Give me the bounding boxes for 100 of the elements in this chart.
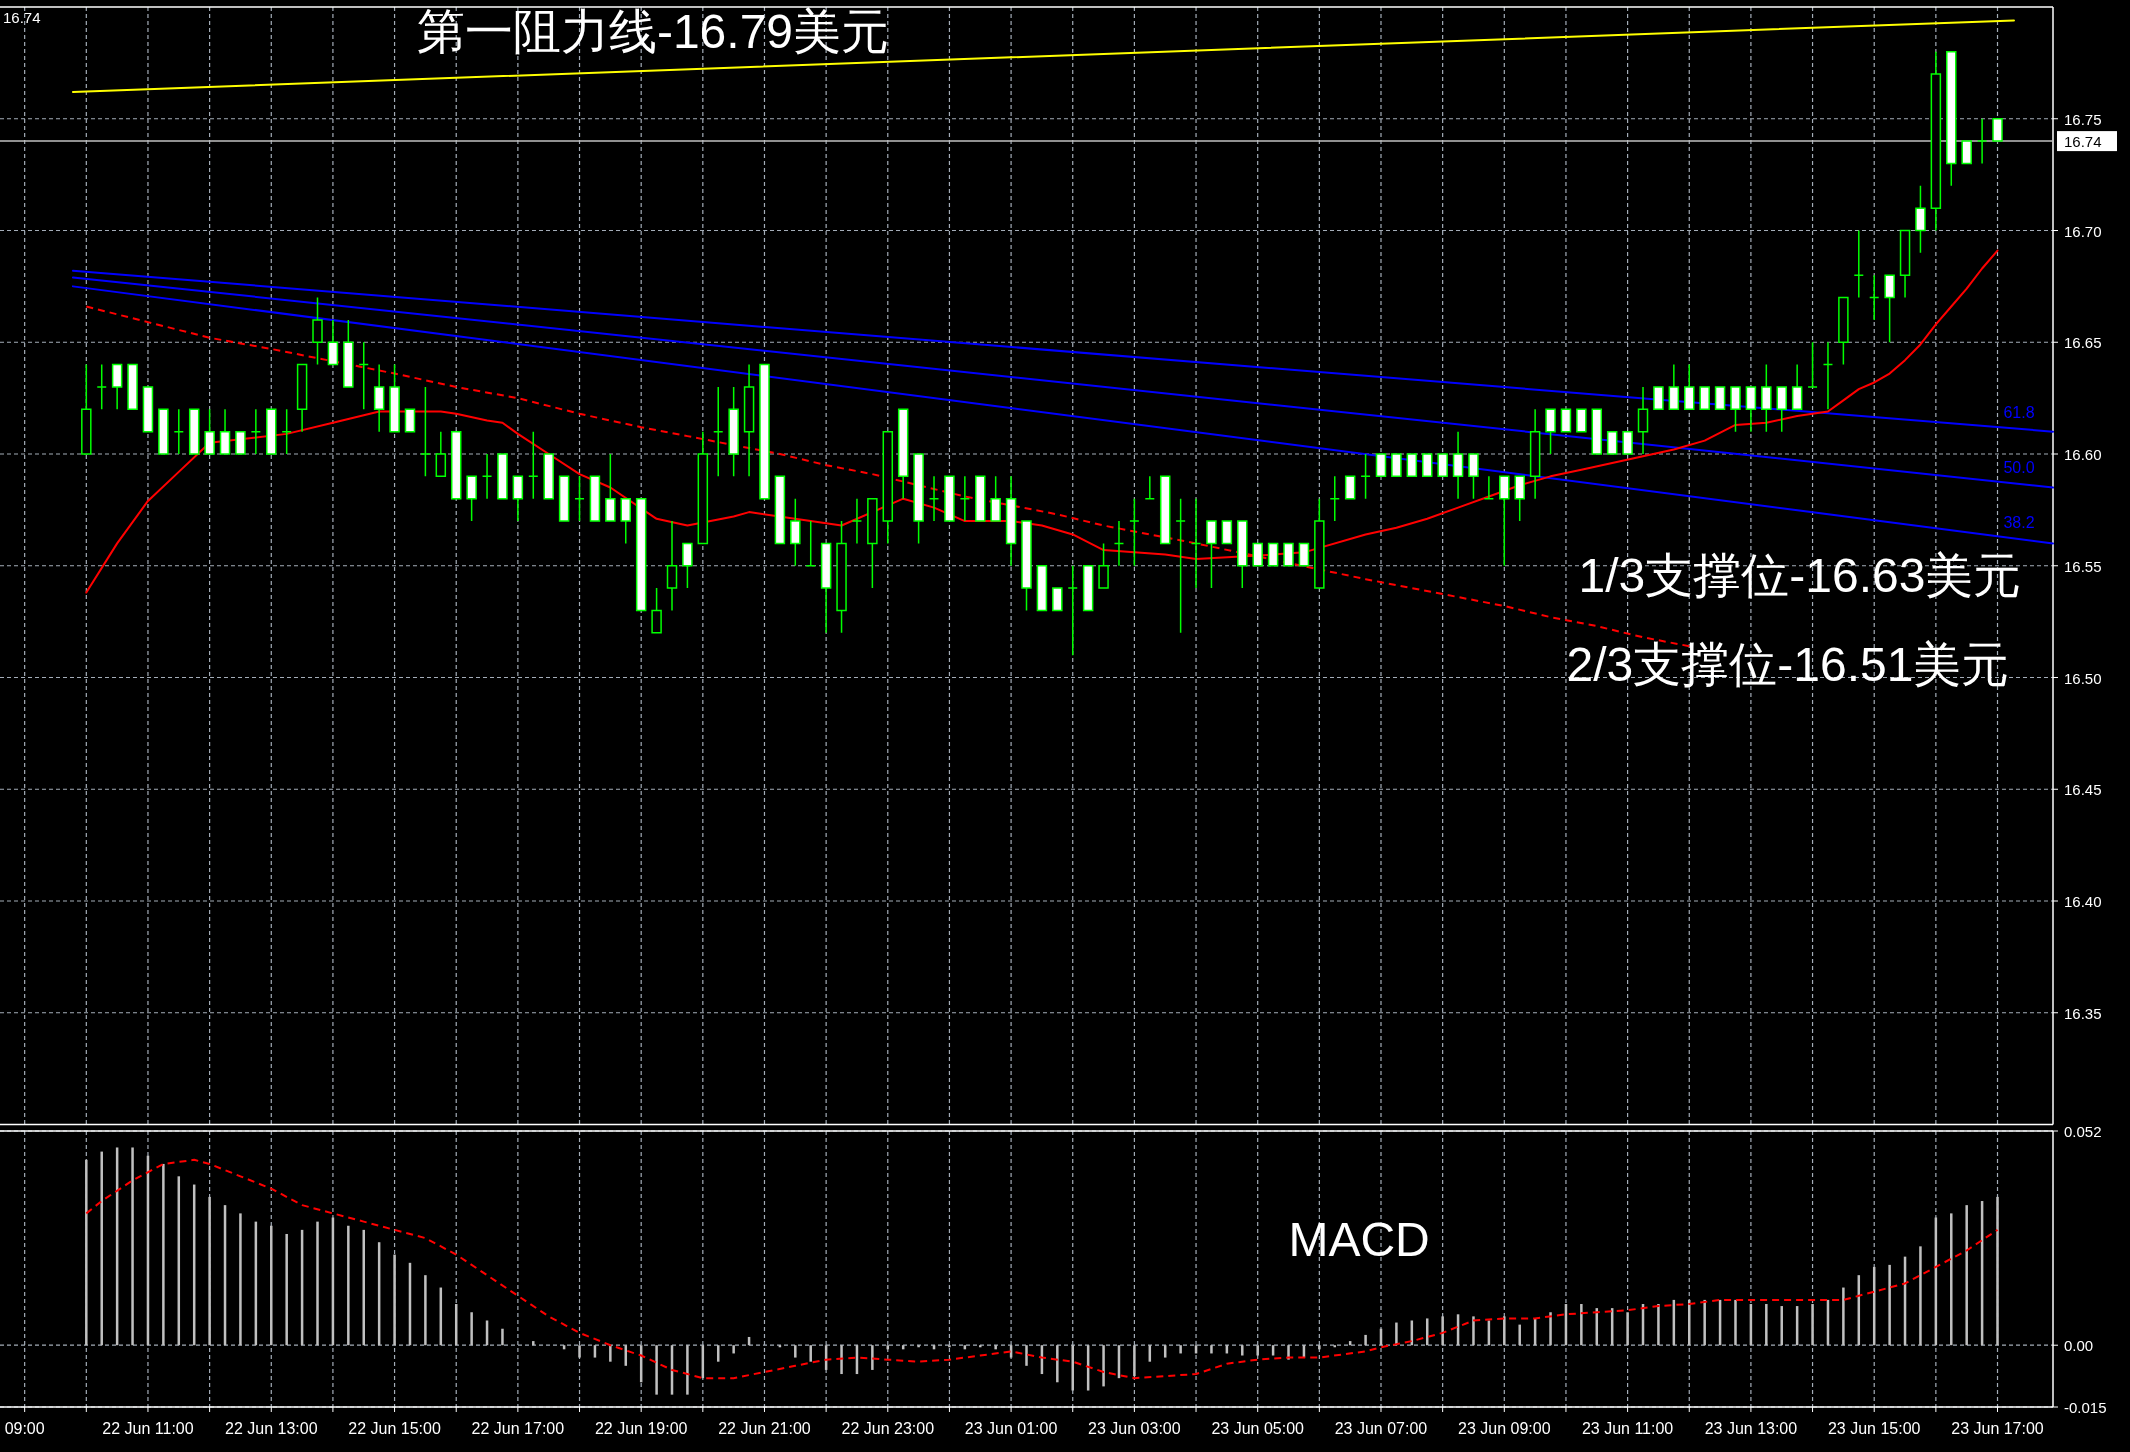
x-tick-label: 23 Jun 07:00	[1334, 1419, 1428, 1437]
candlestick	[1052, 587, 1063, 612]
candlestick	[1298, 542, 1310, 567]
candlestick	[651, 587, 662, 634]
candlestick	[759, 363, 770, 500]
candlestick	[1776, 386, 1787, 433]
y-tick-label: 16.35	[2064, 1004, 2102, 1022]
candlestick	[1606, 430, 1618, 455]
candlestick	[1267, 542, 1279, 567]
candlestick	[481, 453, 493, 500]
candlestick	[820, 542, 832, 634]
candlestick	[373, 363, 385, 433]
y-tick-label: 16.45	[2064, 780, 2102, 798]
y-tick-label: 0.00	[2064, 1336, 2094, 1354]
candlestick	[266, 408, 277, 455]
candlestick	[712, 386, 724, 478]
candlestick	[512, 475, 524, 522]
candlestick	[635, 497, 647, 612]
x-tick-label: 09:00	[4, 1419, 45, 1437]
y-tick-label: 16.40	[2064, 892, 2102, 910]
candlestick	[1699, 386, 1710, 411]
y-tick-label: 16.50	[2064, 669, 2102, 686]
candlestick	[805, 520, 816, 567]
candlestick	[1283, 542, 1294, 567]
candlestick	[1668, 363, 1680, 411]
candlestick	[1745, 386, 1757, 433]
candlestick	[543, 453, 554, 500]
candlestick	[774, 475, 786, 545]
candlestick	[219, 408, 231, 455]
candlestick	[1915, 185, 1926, 254]
candlestick	[1884, 274, 1895, 343]
ref-line-label: 16.74	[2064, 132, 2102, 150]
candlestick	[111, 363, 123, 411]
candlestick	[142, 386, 154, 433]
candlestick	[1930, 50, 1942, 232]
candlestick	[1730, 386, 1741, 433]
series-label: 50.0	[2003, 458, 2035, 476]
candlestick	[450, 430, 462, 500]
candlestick	[1437, 453, 1448, 478]
candlestick	[158, 408, 169, 455]
candlestick	[281, 408, 292, 455]
x-tick-label: 22 Jun 23:00	[841, 1419, 935, 1437]
candlestick	[497, 453, 508, 500]
candlestick	[1822, 341, 1834, 411]
candlestick	[1144, 475, 1156, 500]
candlestick	[528, 430, 539, 500]
candlestick	[235, 430, 246, 455]
candlestick	[1221, 520, 1233, 545]
candlestick	[1791, 363, 1803, 411]
x-tick-label: 22 Jun 13:00	[225, 1419, 318, 1437]
y-tick-label: 16.75	[2064, 110, 2102, 128]
y-tick-label: 16.70	[2064, 222, 2102, 239]
candlestick	[296, 363, 308, 433]
candlestick	[1452, 430, 1464, 500]
candlestick	[1190, 497, 1202, 589]
candlestick	[81, 363, 92, 455]
candlestick	[1113, 520, 1125, 567]
series-label: 38.2	[2003, 513, 2035, 531]
candlestick	[389, 363, 400, 433]
candlestick	[1237, 520, 1248, 589]
candlestick	[975, 475, 986, 522]
x-tick-label: 22 Jun 19:00	[594, 1419, 688, 1437]
candlestick	[790, 497, 801, 567]
candlestick	[1175, 497, 1186, 634]
candlestick	[1853, 229, 1865, 299]
candlestick	[1005, 475, 1017, 567]
candlestick	[127, 363, 138, 411]
candlestick	[605, 453, 616, 522]
candlestick	[1098, 542, 1109, 589]
y-tick-label: -0.015	[2064, 1398, 2107, 1416]
candlestick	[867, 497, 878, 589]
candlestick	[1067, 565, 1078, 656]
annotation: 第一阻力线-16.79美元	[416, 4, 890, 58]
candlestick	[343, 319, 354, 388]
candlestick	[574, 475, 585, 522]
x-tick-label: 22 Jun 15:00	[348, 1419, 441, 1437]
candlestick	[1329, 475, 1341, 522]
candlestick	[1252, 542, 1263, 567]
text: MACD	[1288, 1212, 1430, 1266]
candlestick	[1838, 296, 1849, 366]
x-tick-label: 23 Jun 15:00	[1827, 1419, 1921, 1437]
candlestick	[1653, 386, 1664, 411]
candlestick	[420, 386, 431, 478]
x-tick-label: 22 Jun 17:00	[471, 1419, 565, 1437]
candlestick	[666, 520, 678, 612]
candlestick	[1314, 497, 1325, 589]
candlestick	[1899, 229, 1911, 299]
y-tick-label: 16.65	[2064, 333, 2102, 351]
candlestick	[1992, 118, 2003, 142]
annotation: 16.74	[3, 8, 41, 26]
candlestick	[1946, 50, 1957, 187]
candlestick	[312, 296, 323, 366]
candlestick	[944, 475, 955, 522]
candlestick	[1529, 408, 1541, 500]
y-tick-label: 16.55	[2064, 557, 2102, 575]
candlestick	[1714, 386, 1726, 411]
candlestick	[928, 475, 940, 522]
candlestick	[1468, 453, 1479, 500]
candlestick	[897, 408, 909, 500]
candlestick	[404, 408, 416, 433]
